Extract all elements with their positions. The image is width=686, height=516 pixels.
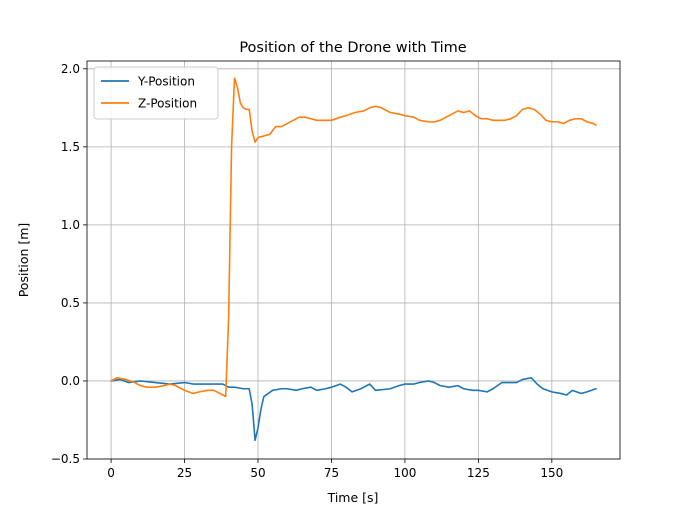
y-tick-label: 2.0 [61, 62, 80, 76]
x-tick-label: 150 [540, 466, 563, 480]
legend-label-z-position: Z-Position [138, 97, 197, 111]
x-tick-label: 0 [107, 466, 115, 480]
series-line-z-position [110, 77, 597, 398]
legend-box [93, 66, 219, 120]
x-axis-ticks: 0 25 50 75 100 125 150 [107, 459, 563, 480]
legend-label-y-position: Y-Position [137, 75, 195, 89]
y-tick-label: 1.5 [61, 140, 80, 154]
y-tick-label: −0.5 [51, 452, 80, 466]
y-tick-label: 0.5 [61, 296, 80, 310]
plot-frame [86, 60, 621, 460]
plot-background [87, 61, 620, 459]
x-tick-label: 50 [250, 466, 265, 480]
x-tick-label: 75 [324, 466, 339, 480]
y-tick-label: 0.0 [61, 374, 80, 388]
x-tick-label: 125 [467, 466, 490, 480]
x-tick-label: 25 [177, 466, 192, 480]
legend: Y-Position Z-Position [93, 66, 219, 120]
chart-title: Position of the Drone with Time [239, 40, 466, 56]
y-axis-label: Position [m] [16, 223, 31, 298]
x-tick-label: 100 [393, 466, 416, 480]
x-axis-label: Time [s] [327, 490, 379, 505]
series-lines [110, 77, 597, 442]
y-tick-label: 1.0 [61, 218, 80, 232]
grid [87, 61, 620, 460]
y-axis-ticks: −0.5 0.0 0.5 1.0 1.5 2.0 [51, 62, 87, 466]
